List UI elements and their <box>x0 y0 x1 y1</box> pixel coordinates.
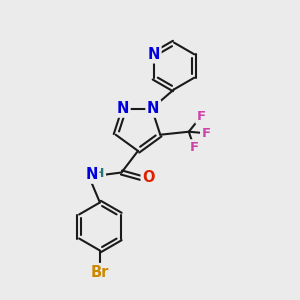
Text: F: F <box>197 110 206 123</box>
Text: F: F <box>190 141 199 154</box>
Text: H: H <box>94 167 104 180</box>
Text: N: N <box>117 101 129 116</box>
Text: F: F <box>202 127 211 140</box>
Text: O: O <box>142 170 155 185</box>
Text: Br: Br <box>91 265 109 280</box>
Text: N: N <box>85 167 98 182</box>
Text: N: N <box>147 101 159 116</box>
Text: N: N <box>148 47 160 62</box>
